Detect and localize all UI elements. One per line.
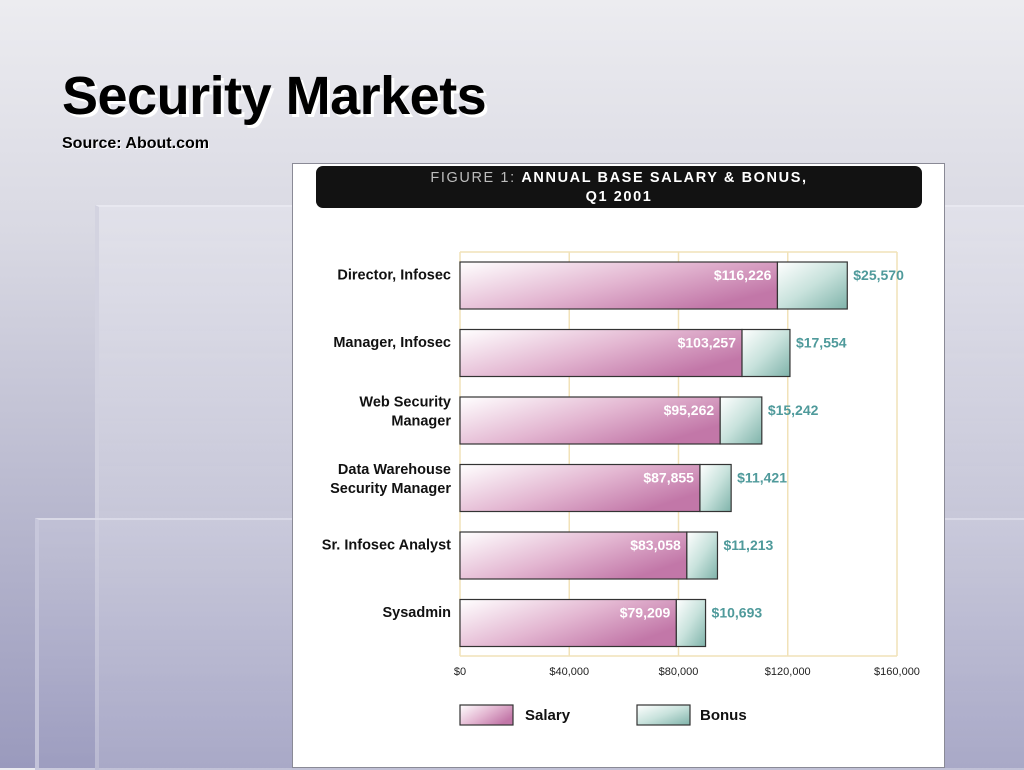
x-tick-label: $160,000 xyxy=(874,666,920,678)
salary-bar xyxy=(459,328,743,378)
category-label: Data Warehouse Security Manager xyxy=(330,462,451,497)
category-label: Manager, Infosec xyxy=(333,335,451,351)
x-tick-label: $80,000 xyxy=(659,666,699,678)
bonus-bar xyxy=(675,598,707,648)
bonus-value-label: $10,693 xyxy=(712,605,763,621)
bonus-bar xyxy=(776,261,848,310)
salary-bar xyxy=(459,396,721,445)
bar-chart: $0 $40,000 $80,000 $120,000 $160,000 Director… xyxy=(322,251,920,726)
figure-banner: FIGURE 1: ANNUAL BASE SALARY & BONUS, Q1… xyxy=(316,166,922,208)
salary-value-label: $103,257 xyxy=(678,335,737,351)
category-label: Web Security Manager xyxy=(359,395,451,430)
bonus-value-label: $11,213 xyxy=(723,537,773,553)
category-label: Sysadmin xyxy=(383,605,452,621)
category-label: Director, Infosec xyxy=(337,268,451,284)
x-tick-label: $0 xyxy=(454,666,466,678)
bonus-bar xyxy=(719,396,763,445)
legend-swatch-salary xyxy=(459,704,514,726)
bonus-value-label: $25,570 xyxy=(853,267,904,283)
bonus-value-label: $17,554 xyxy=(796,335,847,351)
slide-source: Source: About.com xyxy=(62,135,209,152)
bonus-bar xyxy=(686,531,719,580)
figure-title: ANNUAL BASE SALARY & BONUS, xyxy=(521,170,808,186)
category-label: Sr. Infosec Analyst xyxy=(322,538,451,554)
bonus-value-label: $15,242 xyxy=(768,402,819,418)
x-tick-label: $120,000 xyxy=(765,666,811,678)
salary-value-label: $87,855 xyxy=(643,470,694,486)
salary-value-label: $116,226 xyxy=(714,267,772,283)
chart-figure: FIGURE 1: ANNUAL BASE SALARY & BONUS, Q1… xyxy=(292,163,945,768)
salary-value-label: $95,262 xyxy=(664,402,715,418)
salary-value-label: $83,058 xyxy=(630,537,681,553)
bonus-bar xyxy=(741,328,791,378)
x-tick-label: $40,000 xyxy=(549,666,589,678)
legend-label-bonus: Bonus xyxy=(700,707,747,724)
bonus-bar xyxy=(699,463,732,513)
bonus-value-label: $11,421 xyxy=(737,470,787,486)
figure-subtitle: Q1 2001 xyxy=(585,189,653,205)
salary-value-label: $79,209 xyxy=(620,605,671,621)
legend-label-salary: Salary xyxy=(525,707,571,724)
legend-swatch-bonus xyxy=(636,704,691,726)
salary-bar xyxy=(459,531,688,580)
salary-bar xyxy=(459,261,779,310)
figure-number: FIGURE 1: xyxy=(430,170,516,186)
slide-title: Security Markets xyxy=(62,66,487,126)
